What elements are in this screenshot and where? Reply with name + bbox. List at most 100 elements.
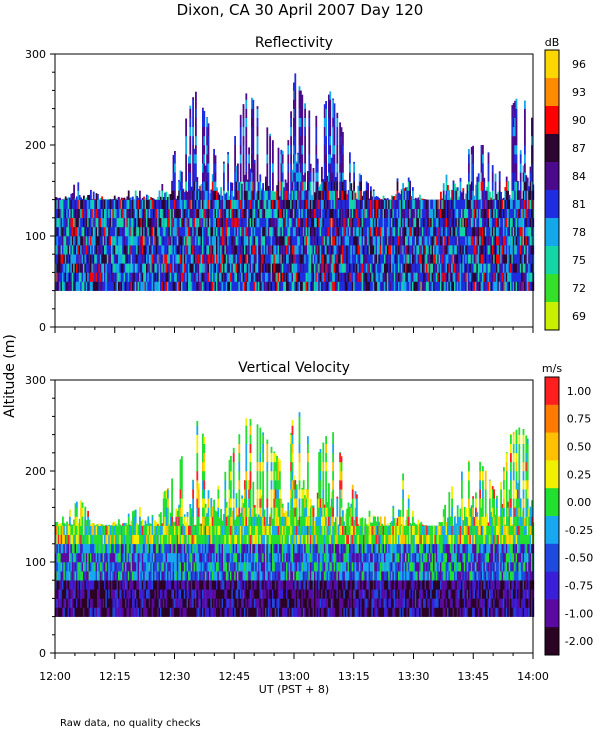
- heatmap-cell: [213, 148, 215, 155]
- heatmap-cell: [256, 126, 259, 137]
- heatmap-cell: [448, 199, 451, 209]
- heatmap-cell: [231, 182, 234, 191]
- heatmap-cell: [97, 272, 99, 282]
- heatmap-cell: [73, 571, 75, 581]
- heatmap-cell: [188, 190, 190, 200]
- heatmap-cell: [522, 190, 525, 200]
- heatmap-cell: [211, 263, 214, 273]
- heatmap-cell: [507, 190, 509, 200]
- heatmap-cell: [435, 245, 438, 255]
- heatmap-cell: [475, 184, 477, 191]
- heatmap-cell: [349, 181, 351, 191]
- heatmap-cell: [80, 516, 82, 526]
- heatmap-cell: [101, 245, 103, 255]
- heatmap-cell: [305, 272, 308, 282]
- heatmap-cell: [231, 199, 234, 209]
- heatmap-cell: [384, 208, 386, 219]
- heatmap-cell: [315, 199, 318, 209]
- heatmap-cell: [203, 245, 206, 255]
- heatmap-cell: [165, 254, 168, 264]
- heatmap-cell: [262, 190, 264, 200]
- heatmap-cell: [311, 199, 313, 209]
- heatmap-cell: [342, 236, 344, 246]
- heatmap-cell: [83, 580, 85, 590]
- heatmap-cell: [482, 254, 484, 264]
- heatmap-cell: [269, 236, 271, 246]
- heatmap-cell: [127, 236, 130, 246]
- heatmap-cell: [305, 245, 308, 255]
- heatmap-cell: [223, 172, 225, 182]
- heatmap-cell: [316, 272, 319, 282]
- heatmap-cell: [406, 217, 409, 228]
- heatmap-cell: [109, 217, 112, 228]
- heatmap-cell: [504, 187, 507, 191]
- heatmap-cell: [157, 272, 159, 282]
- heatmap-cell: [115, 199, 117, 209]
- heatmap-cell: [372, 199, 375, 209]
- heatmap-cell: [490, 226, 493, 237]
- heatmap-cell: [136, 217, 138, 228]
- heatmap-cell: [377, 263, 379, 273]
- heatmap-cell: [367, 263, 369, 273]
- heatmap-cell: [375, 217, 378, 228]
- heatmap-cell: [92, 589, 95, 599]
- heatmap-cell: [77, 245, 80, 255]
- heatmap-cell: [472, 154, 474, 164]
- heatmap-cell: [466, 272, 469, 282]
- heatmap-cell: [386, 208, 389, 219]
- heatmap-cell: [160, 199, 162, 209]
- heatmap-cell: [276, 185, 278, 191]
- heatmap-cell: [381, 263, 383, 273]
- heatmap-cell: [269, 163, 271, 173]
- heatmap-cell: [115, 263, 117, 273]
- heatmap-cell: [280, 172, 283, 182]
- heatmap-cell: [227, 172, 229, 182]
- heatmap-cell: [456, 272, 459, 282]
- heatmap-cell: [104, 543, 106, 554]
- heatmap-cell: [455, 236, 458, 246]
- heatmap-cell: [94, 580, 96, 590]
- heatmap-cell: [263, 245, 266, 255]
- heatmap-cell: [441, 263, 444, 273]
- heatmap-cell: [451, 226, 453, 237]
- heatmap-cell: [176, 263, 179, 273]
- heatmap-cell: [272, 281, 274, 291]
- heatmap-cell: [102, 199, 105, 200]
- heatmap-cell: [129, 226, 131, 237]
- heatmap-cell: [298, 208, 301, 219]
- heatmap-cell: [109, 226, 112, 237]
- colorbar-frame: [544, 49, 560, 331]
- heatmap-cell: [94, 607, 96, 617]
- heatmap-cell: [144, 236, 147, 246]
- heatmap-cell: [266, 236, 269, 246]
- heatmap-cell: [293, 254, 295, 264]
- heatmap-cell: [496, 272, 498, 282]
- heatmap-cell: [133, 217, 136, 228]
- heatmap-cell: [494, 190, 497, 200]
- heatmap-cell: [193, 208, 196, 219]
- heatmap-cell: [97, 562, 99, 572]
- heatmap-cell: [412, 281, 414, 291]
- heatmap-cell: [105, 534, 108, 545]
- heatmap-cell: [105, 217, 108, 228]
- heatmap-cell: [518, 254, 521, 264]
- heatmap-cell: [496, 263, 498, 273]
- heatmap-cell: [118, 245, 120, 255]
- heatmap-cell: [521, 226, 523, 237]
- heatmap-cell: [106, 607, 109, 617]
- heatmap-cell: [206, 154, 208, 164]
- heatmap-cell: [405, 236, 407, 246]
- heatmap-cell: [108, 525, 110, 535]
- heatmap-cell: [512, 172, 515, 182]
- heatmap-cell: [78, 226, 81, 237]
- heatmap-cell: [480, 145, 483, 155]
- heatmap-cell: [298, 190, 301, 200]
- heatmap-cell: [287, 217, 290, 228]
- heatmap-cell: [90, 245, 92, 255]
- heatmap-cell: [71, 281, 74, 291]
- heatmap-cell: [378, 236, 381, 246]
- heatmap-cell: [280, 263, 283, 273]
- heatmap-cell: [57, 607, 60, 617]
- heatmap-cell: [118, 226, 120, 237]
- heatmap-cell: [74, 598, 77, 608]
